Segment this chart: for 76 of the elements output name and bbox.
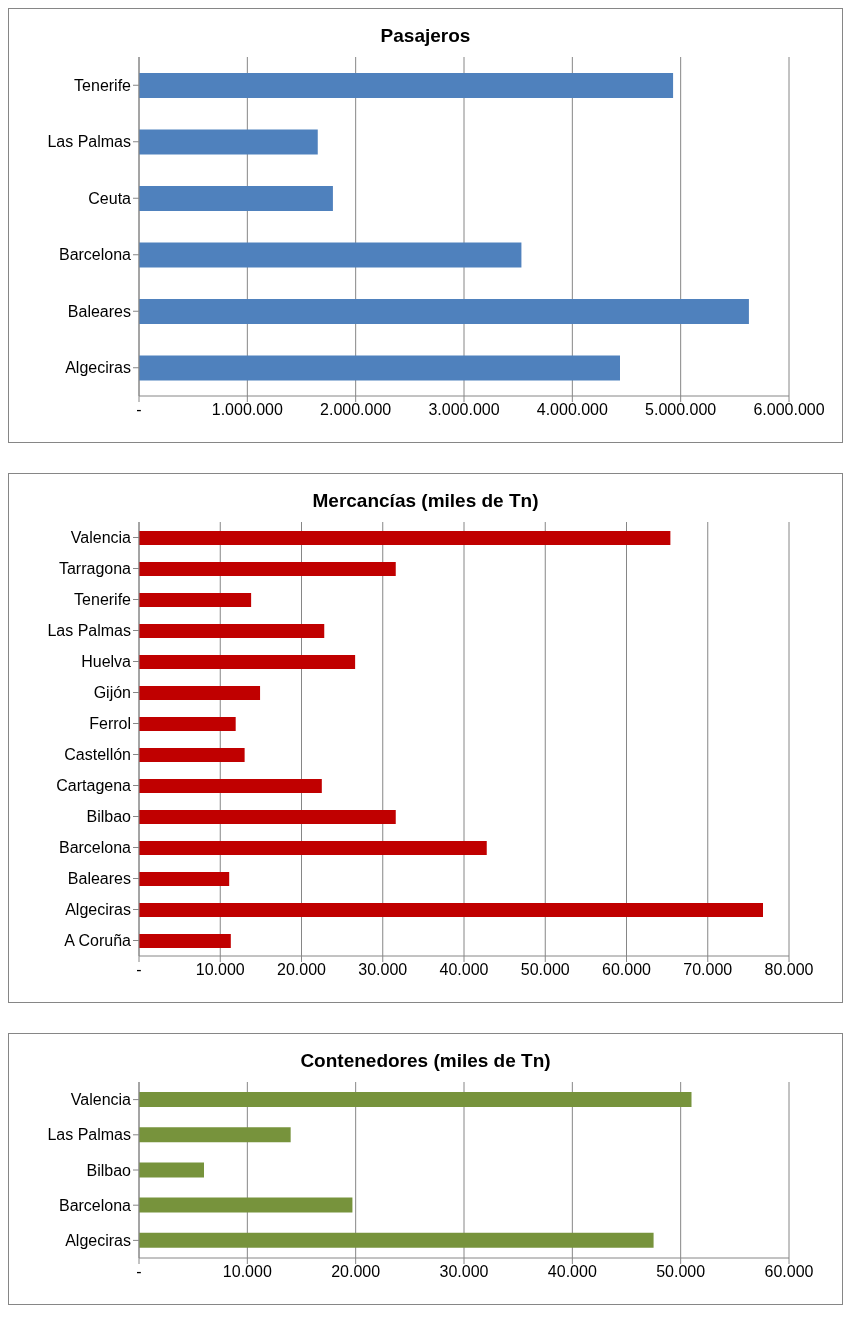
bar (139, 1127, 291, 1143)
y-tick-label: Barcelona (58, 246, 132, 264)
x-tick-label: 70.000 (683, 961, 733, 979)
bar (139, 655, 356, 669)
y-tick-label: Ferrol (89, 715, 131, 733)
x-tick-label: - (136, 1263, 142, 1281)
bar (139, 717, 236, 731)
x-tick-label: 20.000 (331, 1263, 381, 1281)
y-tick-label: Tenerife (74, 76, 132, 94)
x-tick-label: 80.000 (764, 961, 814, 979)
bar (139, 872, 230, 886)
bar (139, 1162, 204, 1178)
y-tick-label: Bilbao (86, 1161, 132, 1179)
x-tick-label: 1.000.000 (211, 401, 284, 419)
chart-title: Mercancías (miles de Tn) (311, 489, 540, 512)
bar (139, 242, 522, 268)
x-tick-label: 2.000.000 (320, 401, 392, 419)
bar (139, 1197, 353, 1213)
y-tick-label: Barcelona (58, 839, 132, 857)
y-tick-label: A Coruña (64, 932, 132, 950)
bar (139, 934, 231, 948)
y-tick-label: Ceuta (88, 189, 132, 207)
y-tick-label: Huelva (81, 653, 132, 671)
x-tick-label: 50.000 (520, 961, 570, 979)
y-tick-label: Tenerife (74, 591, 132, 609)
y-tick-label: Algeciras (65, 901, 131, 919)
bar (139, 562, 396, 576)
y-tick-label: Algeciras (65, 1232, 131, 1250)
y-tick-label: Castellón (64, 746, 131, 764)
x-tick-label: 60.000 (602, 961, 652, 979)
bar (139, 748, 245, 762)
x-tick-label: 50.000 (656, 1263, 706, 1281)
y-tick-label: Las Palmas (47, 622, 131, 640)
x-tick-label: 40.000 (439, 961, 489, 979)
x-tick-label: - (136, 401, 142, 419)
bar (139, 903, 763, 917)
y-tick-label: Algeciras (65, 359, 131, 377)
x-tick-label: 30.000 (358, 961, 408, 979)
bar (139, 73, 674, 98)
y-tick-label: Tarragona (58, 560, 132, 578)
y-tick-label: Gijón (93, 684, 131, 702)
x-tick-label: 3.000.000 (428, 401, 500, 419)
bar (139, 186, 333, 211)
bar (139, 1232, 654, 1248)
bar (139, 593, 252, 607)
bar (139, 1092, 692, 1107)
x-tick-label: 20.000 (277, 961, 327, 979)
chart-title: Pasajeros (379, 24, 472, 47)
x-tick-label: 5.000.000 (645, 401, 717, 419)
x-tick-label: 30.000 (439, 1263, 489, 1281)
x-tick-label: 40.000 (547, 1263, 597, 1281)
bar (139, 686, 261, 700)
x-tick-label: 4.000.000 (536, 401, 609, 419)
y-tick-label: Las Palmas (47, 1126, 131, 1144)
chart-title: Contenedores (miles de Tn) (299, 1049, 552, 1072)
bar (139, 624, 325, 638)
y-tick-label: Cartagena (56, 777, 132, 795)
y-tick-label: Baleares (67, 870, 131, 888)
y-tick-label: Bilbao (86, 808, 132, 826)
y-tick-label: Valencia (70, 1091, 132, 1109)
bar (139, 129, 318, 155)
bar (139, 355, 620, 381)
x-tick-label: 6.000.000 (753, 401, 825, 419)
bar (139, 299, 749, 324)
y-tick-label: Valencia (70, 529, 132, 547)
y-tick-label: Barcelona (58, 1196, 132, 1214)
bar (139, 779, 322, 793)
bar (139, 810, 396, 824)
x-tick-label: 10.000 (195, 961, 245, 979)
bar (139, 841, 487, 855)
x-tick-label: - (136, 961, 142, 979)
y-tick-label: Las Palmas (47, 133, 131, 151)
x-tick-label: 10.000 (222, 1263, 272, 1281)
x-tick-label: 60.000 (764, 1263, 814, 1281)
bar (139, 531, 671, 545)
y-tick-label: Baleares (67, 302, 131, 320)
